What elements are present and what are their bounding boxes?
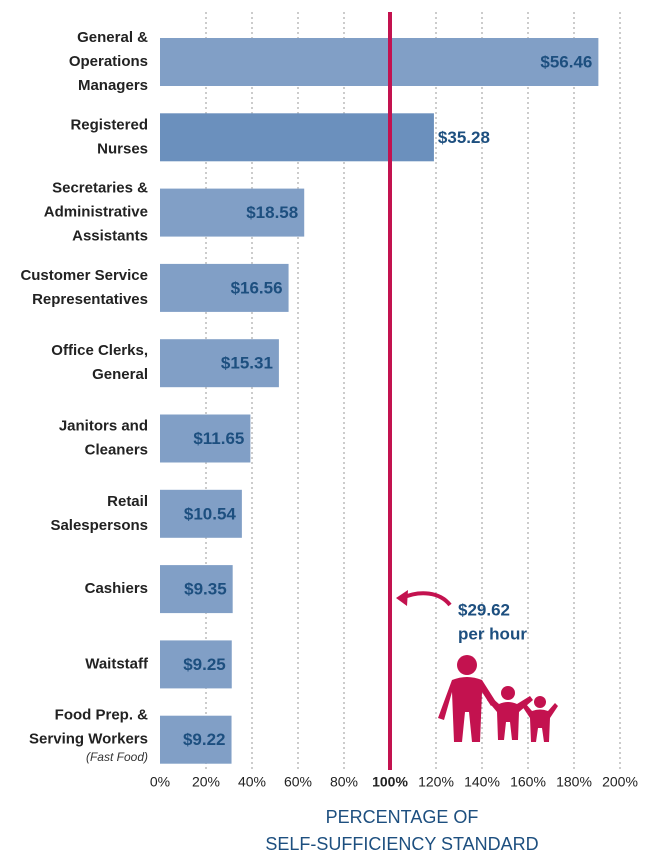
value-label: $10.54 [184,504,237,523]
bar [160,489,242,538]
category-label: Office Clerks, [51,342,148,359]
annotation-arrowhead [396,590,408,606]
x-tick-label: 40% [238,774,266,790]
category-label: Janitors and [59,417,148,434]
category-label: Salespersons [50,517,148,534]
bar [160,414,251,463]
category-label: Serving Workers [29,731,148,748]
category-label: Nurses [97,140,148,157]
x-tick-label: 0% [150,774,170,790]
category-label: Representatives [32,291,148,308]
x-tick-label: 200% [602,774,638,790]
x-tick-label: 160% [510,774,546,790]
family-icon [438,655,558,742]
value-label: $56.46 [540,52,592,71]
value-label: $9.35 [184,580,227,599]
category-label: Registered [70,116,148,133]
category-label: General [92,366,148,383]
value-label: $35.28 [438,128,490,147]
value-label: $11.65 [193,429,244,448]
x-tick-label: 120% [418,774,454,790]
x-tick-label: 100% [372,774,408,790]
value-label: $18.58 [246,203,298,222]
annotation-arrow [401,591,452,607]
category-label: General & [77,29,148,46]
x-tick-label: 140% [464,774,500,790]
value-label: $15.31 [221,354,273,373]
x-axis-title: SELF-SUFFICIENCY STANDARD [265,834,538,854]
bar [160,565,233,614]
annotation: per hour [458,624,527,643]
bar [160,113,434,162]
category-label: Managers [78,77,148,94]
category-label: Waitstaff [85,655,149,672]
bar [160,263,289,312]
x-axis-title: PERCENTAGE OF [326,807,479,827]
bar [160,339,279,388]
value-label: $9.22 [183,730,226,749]
x-tick-label: 20% [192,774,220,790]
category-label: Administrative [44,204,148,221]
value-label: $9.25 [183,655,226,674]
bar [160,38,599,86]
category-label: Cashiers [85,580,148,597]
category-label: Food Prep. & [55,707,149,724]
category-label: Retail [107,493,148,510]
bar [160,715,232,764]
x-tick-label: 80% [330,774,358,790]
x-tick-label: 180% [556,774,592,790]
x-tick-label: 60% [284,774,312,790]
value-label: $16.56 [231,278,283,297]
category-label: Customer Service [20,267,148,284]
category-label: Operations [69,53,148,70]
bar [160,188,305,237]
category-label: Cleaners [85,441,148,458]
annotation: $29.62 [458,600,510,619]
category-note: (Fast Food) [86,750,148,764]
bar [160,640,232,689]
category-label: Assistants [72,228,148,245]
category-label: Secretaries & [52,180,148,197]
